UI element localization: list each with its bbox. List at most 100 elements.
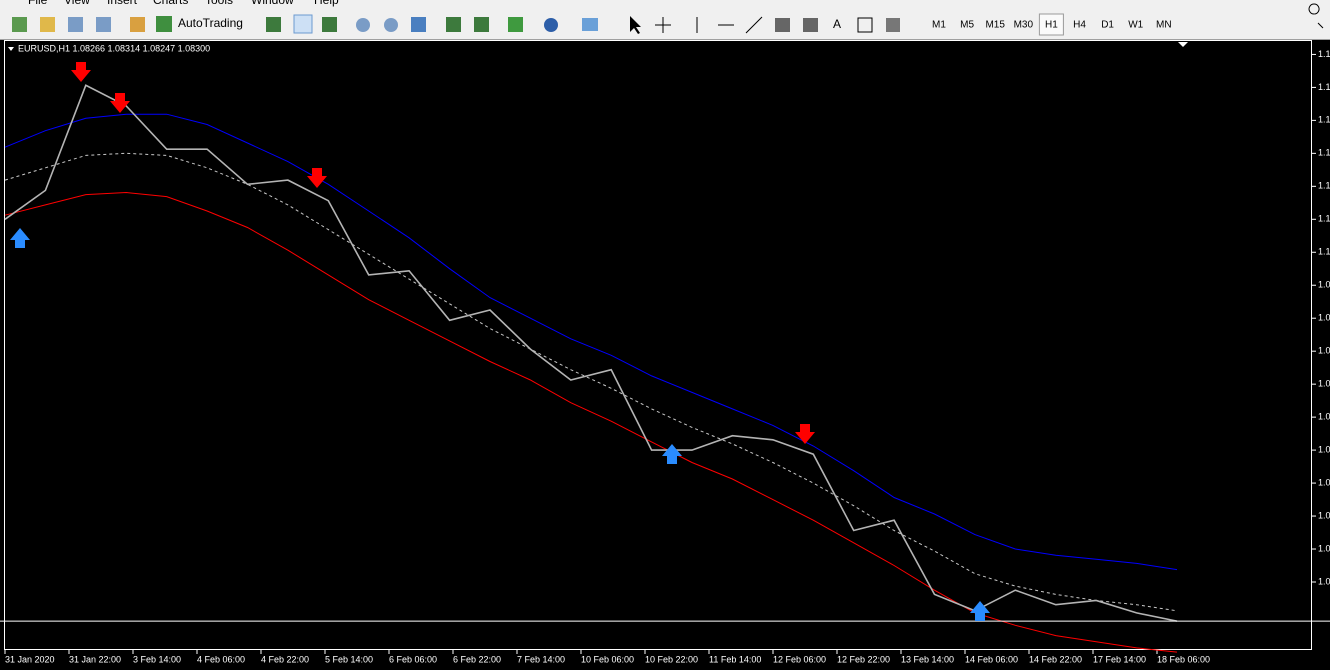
menu-item[interactable]: Help (314, 0, 339, 7)
icon[interactable] (446, 17, 461, 32)
icon[interactable] (508, 17, 523, 32)
menu-item[interactable]: Charts (153, 0, 188, 7)
x-tick-label: 18 Feb 06:00 (1157, 654, 1210, 664)
menu-item[interactable]: File (28, 0, 48, 7)
icon[interactable] (130, 17, 145, 32)
icon[interactable] (12, 17, 27, 32)
icon[interactable] (384, 18, 398, 32)
x-tick-label: 4 Feb 06:00 (197, 654, 245, 664)
y-tick-label: 1.1 (1318, 214, 1330, 224)
chart-frame (4, 40, 1312, 650)
buy-arrow (662, 444, 682, 464)
chart-background (0, 40, 1330, 670)
icon[interactable] (803, 18, 818, 32)
sell-arrow (307, 168, 327, 188)
buy-arrow (970, 601, 990, 621)
icon[interactable] (266, 17, 281, 32)
icon[interactable] (696, 16, 763, 34)
timeframe-button[interactable]: D1 (1101, 20, 1114, 31)
timeframe-button[interactable]: M30 (1014, 20, 1034, 31)
icon[interactable] (857, 17, 873, 33)
x-tick-label: 6 Feb 22:00 (453, 654, 501, 664)
icon[interactable] (293, 14, 313, 34)
menu-item[interactable]: Tools (205, 0, 233, 7)
shift-marker (1178, 42, 1188, 47)
toolbar-icons: A (12, 3, 1324, 34)
x-tick-label: 13 Feb 14:00 (901, 654, 954, 664)
timeframe-button[interactable]: W1 (1128, 20, 1143, 31)
icon[interactable]: A (833, 17, 841, 31)
y-tick-label: 1.0 (1318, 510, 1330, 520)
menu-item[interactable]: Insert (107, 0, 138, 7)
icon[interactable] (411, 17, 426, 32)
icon[interactable] (582, 18, 598, 31)
y-tick-label: 1.1 (1318, 82, 1330, 92)
icon[interactable] (356, 18, 370, 32)
timeframes: M1 M5 M15 M30 H1 H4 D1 W1 MN (932, 13, 1172, 36)
icon[interactable] (474, 17, 489, 32)
search-icon[interactable] (1308, 3, 1324, 29)
y-tick-label: 1.0 (1318, 379, 1330, 389)
menu-bar (0, 0, 1330, 8)
icon[interactable] (775, 18, 790, 32)
menu: File View Insert Charts Tools Window Help (28, 0, 339, 7)
y-tick-label: 1.0 (1318, 576, 1330, 586)
x-tick-label: 17 Feb 14:00 (1093, 654, 1146, 664)
icon[interactable] (96, 17, 111, 32)
menu-triangle (8, 47, 14, 51)
x-tick-label: 31 Jan 2020 (5, 654, 55, 664)
y-tick-label: 1.0 (1318, 543, 1330, 553)
x-tick-label: 12 Feb 22:00 (837, 654, 890, 664)
series-line (4, 152, 1178, 612)
sell-arrow (71, 62, 91, 82)
toolbar (0, 8, 1330, 40)
timeframe-button[interactable]: M15 (985, 20, 1005, 31)
icon[interactable] (655, 17, 671, 33)
x-tick-label: 3 Feb 14:00 (133, 654, 181, 664)
y-tick-label: 1.0 (1318, 280, 1330, 290)
x-tick-label: 12 Feb 06:00 (773, 654, 826, 664)
icon[interactable] (40, 17, 55, 32)
icon[interactable] (630, 16, 641, 34)
timeframe-button[interactable]: MN (1156, 20, 1172, 31)
timeframe-button[interactable]: M5 (960, 20, 974, 31)
icon[interactable] (68, 17, 83, 32)
y-tick-label: 1.1 (1318, 181, 1330, 191)
chart-header: EURUSD,H1 1.08266 1.08314 1.08247 1.0830… (18, 43, 210, 53)
y-tick-label: 1.0 (1318, 444, 1330, 454)
active-timeframe (1038, 13, 1064, 36)
x-tick-label: 5 Feb 14:00 (325, 654, 373, 664)
signal-arrows (10, 62, 990, 621)
timeframe-button[interactable]: H4 (1073, 20, 1086, 31)
autotrading-icon[interactable] (156, 16, 172, 32)
y-tick-label: 1.1 (1318, 49, 1330, 59)
sell-arrow (110, 93, 130, 113)
timeframe-button[interactable]: M1 (932, 20, 946, 31)
sell-arrow (795, 424, 815, 444)
series-line (4, 113, 1178, 571)
menu-item[interactable]: Window (251, 0, 294, 7)
icon[interactable] (322, 17, 337, 32)
y-tick-label: 1.0 (1318, 346, 1330, 356)
buy-arrow (10, 228, 30, 248)
y-tick-label: 1.1 (1318, 247, 1330, 257)
x-tick-label: 14 Feb 06:00 (965, 654, 1018, 664)
x-tick-label: 11 Feb 14:00 (709, 654, 761, 664)
icon[interactable] (886, 18, 900, 32)
timeframe-button[interactable]: H1 (1045, 20, 1058, 31)
y-tick-label: 1.0 (1318, 477, 1330, 487)
y-tick-label: 1.0 (1318, 313, 1330, 323)
x-tick-label: 7 Feb 14:00 (517, 654, 565, 664)
y-tick-label: 1.0 (1318, 412, 1330, 422)
icon[interactable] (544, 18, 558, 32)
y-tick-label: 1.1 (1318, 148, 1330, 158)
autotrading-button[interactable]: AutoTrading (178, 16, 243, 30)
x-tick-label: 10 Feb 06:00 (581, 654, 634, 664)
x-tick-label: 10 Feb 22:00 (645, 654, 698, 664)
x-tick-label: 4 Feb 22:00 (261, 654, 309, 664)
menu-item[interactable]: View (64, 0, 90, 7)
x-tick-label: 6 Feb 06:00 (389, 654, 437, 664)
x-tick-label: 31 Jan 22:00 (69, 654, 121, 664)
